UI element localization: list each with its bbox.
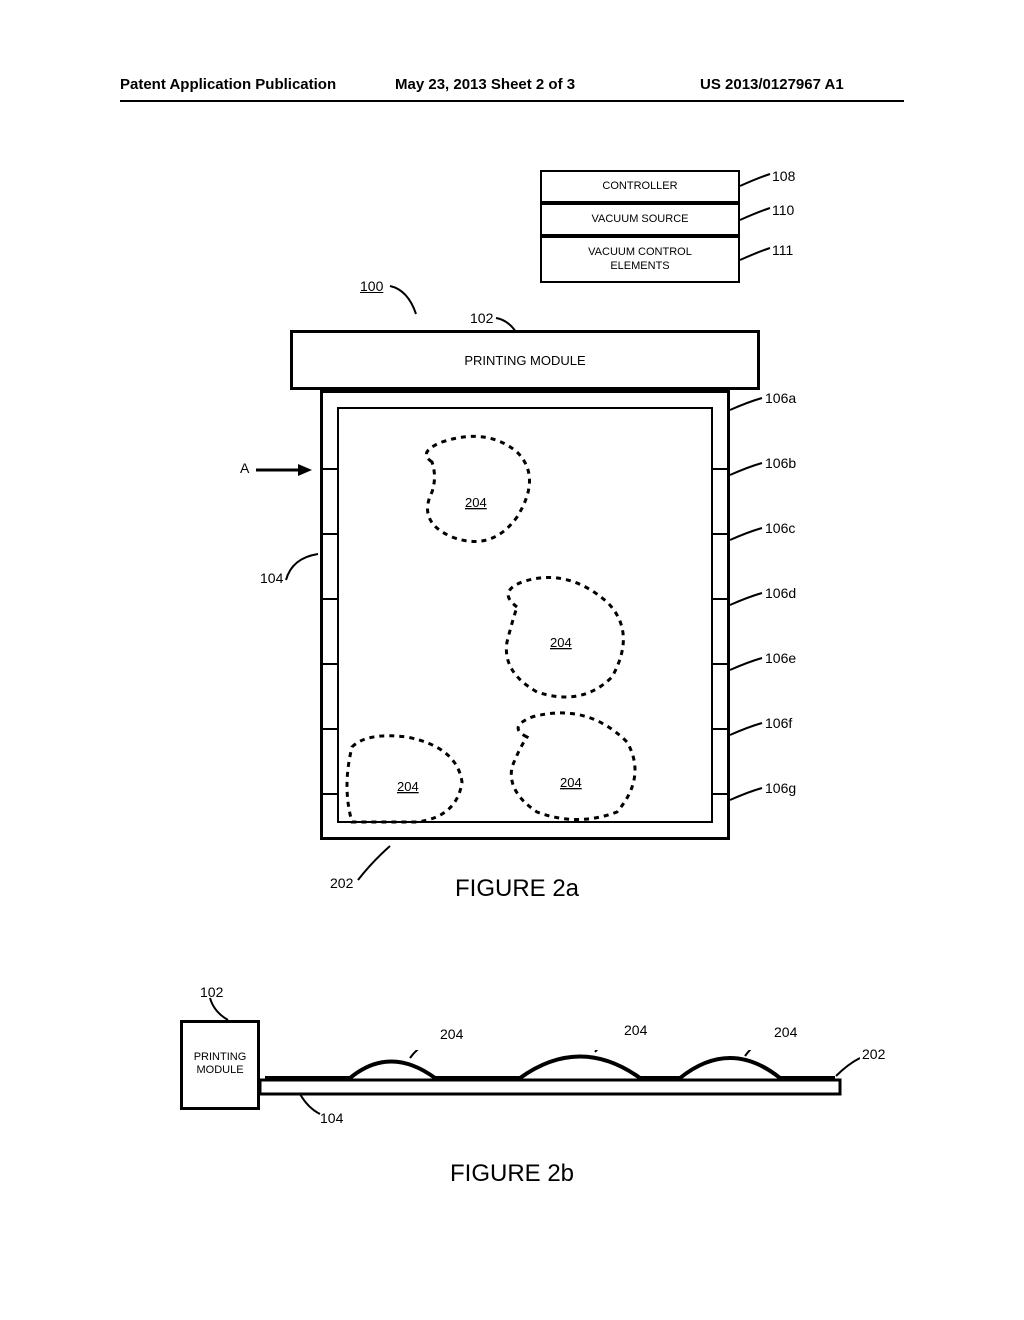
header-right: US 2013/0127967 A1 — [700, 76, 844, 93]
side-view-svg — [260, 1050, 860, 1130]
ref-202-leader — [356, 842, 396, 882]
zone-tick-l2 — [323, 533, 337, 535]
ref-104: 104 — [260, 570, 283, 586]
printing-module-box: PRINTING MODULE — [290, 330, 760, 390]
zone-106a: 106a — [765, 390, 796, 406]
vacuum-control-box: VACUUM CONTROL ELEMENTS — [540, 236, 740, 282]
figure-2a: CONTROLLER VACUUM SOURCE VACUUM CONTROL … — [260, 170, 820, 910]
vacuum-source-box: VACUUM SOURCE — [540, 203, 740, 236]
ref-102: 102 — [470, 310, 493, 326]
ref-104-leader — [282, 550, 322, 590]
zone-106b: 106b — [765, 455, 796, 471]
ref-204b-1: 204 — [440, 1026, 463, 1042]
blob-204-2: 204 — [550, 635, 572, 650]
controller-box: CONTROLLER — [540, 170, 740, 203]
figure-2a-caption: FIGURE 2a — [455, 875, 579, 903]
blob-204-3: 204 — [397, 779, 419, 794]
zone-106e: 106e — [765, 650, 796, 666]
figure-2b: 102 PRINTING MODULE 204 204 204 202 104 … — [180, 990, 880, 1190]
arrow-a-label: A — [240, 460, 249, 476]
blob-204-4: 204 — [560, 775, 582, 790]
arrow-a-icon — [254, 462, 314, 478]
blobs-svg: 204 204 204 204 — [337, 407, 715, 825]
zone-tick-l6 — [323, 793, 337, 795]
ref-204b-2: 204 — [624, 1022, 647, 1038]
zone-tick-l4 — [323, 663, 337, 665]
zone-106d: 106d — [765, 585, 796, 601]
zone-tick-l3 — [323, 598, 337, 600]
zone-tick-r4 — [713, 663, 727, 665]
zone-tick-l1 — [323, 468, 337, 470]
zone-tick-r6 — [713, 793, 727, 795]
zone-tick-r1 — [713, 468, 727, 470]
zone-tick-r2 — [713, 533, 727, 535]
ref-100-leader — [388, 284, 428, 324]
header-mid: May 23, 2013 Sheet 2 of 3 — [395, 76, 575, 93]
page: Patent Application Publication May 23, 2… — [0, 0, 1024, 1320]
zone-106g: 106g — [765, 780, 796, 796]
ref-204b-3: 204 — [774, 1024, 797, 1040]
ref-104b: 104 — [320, 1110, 343, 1126]
ref-108: 108 — [772, 168, 795, 184]
zone-tick-l5 — [323, 728, 337, 730]
ref-202: 202 — [330, 875, 353, 891]
zone-106f: 106f — [765, 715, 792, 731]
control-stack: CONTROLLER VACUUM SOURCE VACUUM CONTROL … — [540, 170, 740, 283]
printing-module-2b: PRINTING MODULE — [180, 1020, 260, 1110]
ref-110: 110 — [772, 202, 794, 218]
header-left: Patent Application Publication — [120, 76, 336, 93]
ref-100: 100 — [360, 278, 383, 294]
zone-106c: 106c — [765, 520, 795, 536]
blob-204-1: 204 — [465, 495, 487, 510]
header-rule — [120, 100, 904, 102]
zone-tick-r3 — [713, 598, 727, 600]
figure-2b-caption: FIGURE 2b — [450, 1160, 574, 1188]
ref-111: 111 — [772, 242, 793, 258]
zone-tick-r5 — [713, 728, 727, 730]
ctrl-leaders-svg — [738, 170, 818, 290]
platen: 204 204 204 204 — [320, 390, 730, 840]
ref-202b: 202 — [862, 1046, 885, 1062]
